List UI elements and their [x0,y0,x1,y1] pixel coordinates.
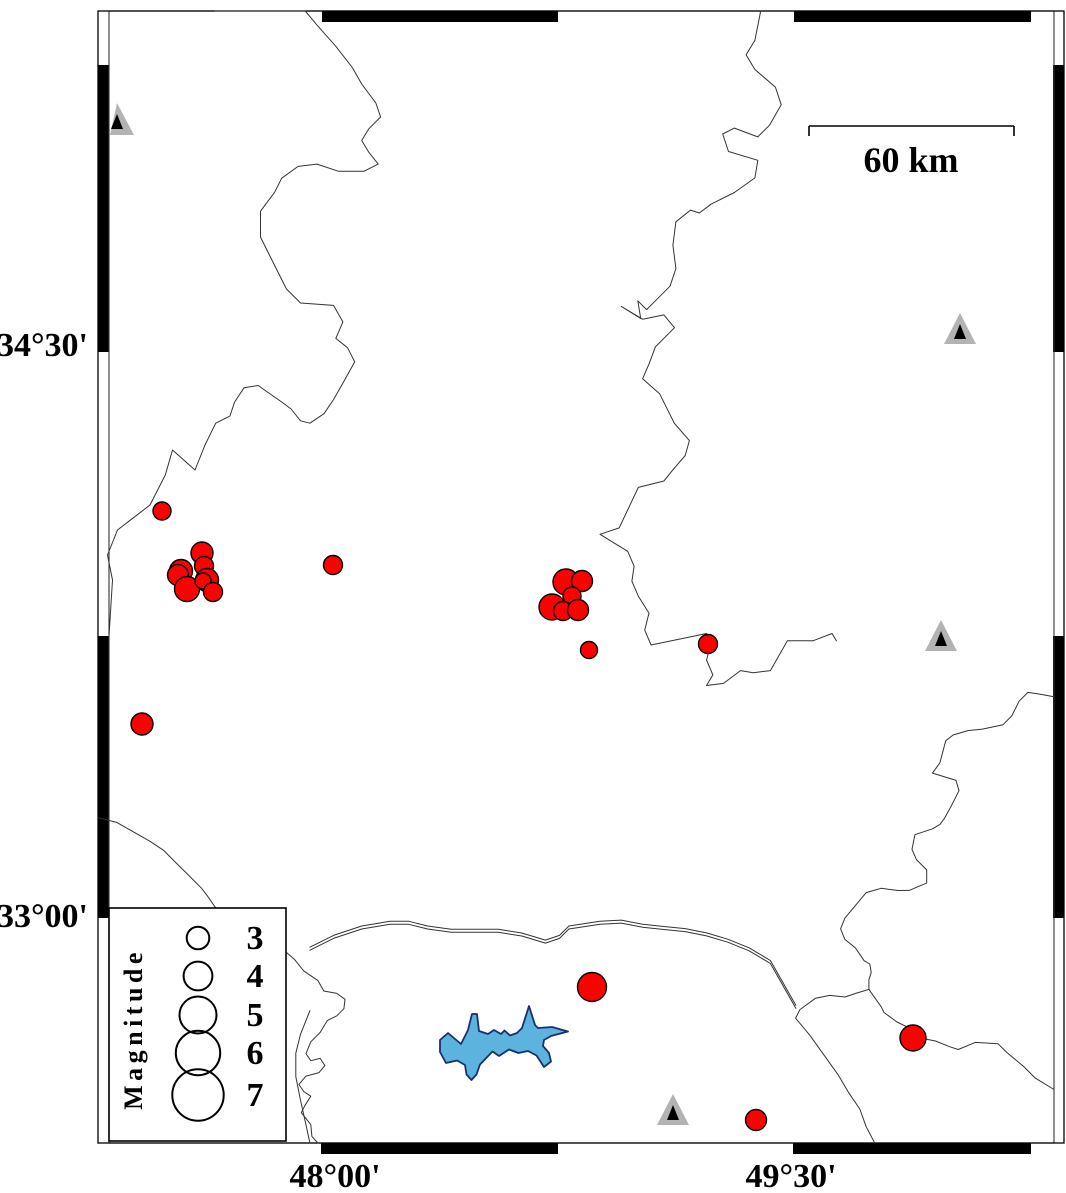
svg-text:60 km: 60 km [863,140,958,180]
svg-text:48°00': 48°00' [289,1158,380,1193]
svg-text:33°00': 33°00' [0,898,88,935]
svg-text:6: 6 [247,1035,264,1072]
svg-text:4: 4 [247,958,264,995]
svg-text:Magnitude: Magnitude [119,948,148,1110]
svg-text:49°30': 49°30' [745,1158,836,1193]
svg-text:34°30': 34°30' [0,327,88,364]
svg-text:7: 7 [247,1077,264,1114]
svg-text:5: 5 [247,997,264,1034]
svg-text:3: 3 [247,920,264,957]
